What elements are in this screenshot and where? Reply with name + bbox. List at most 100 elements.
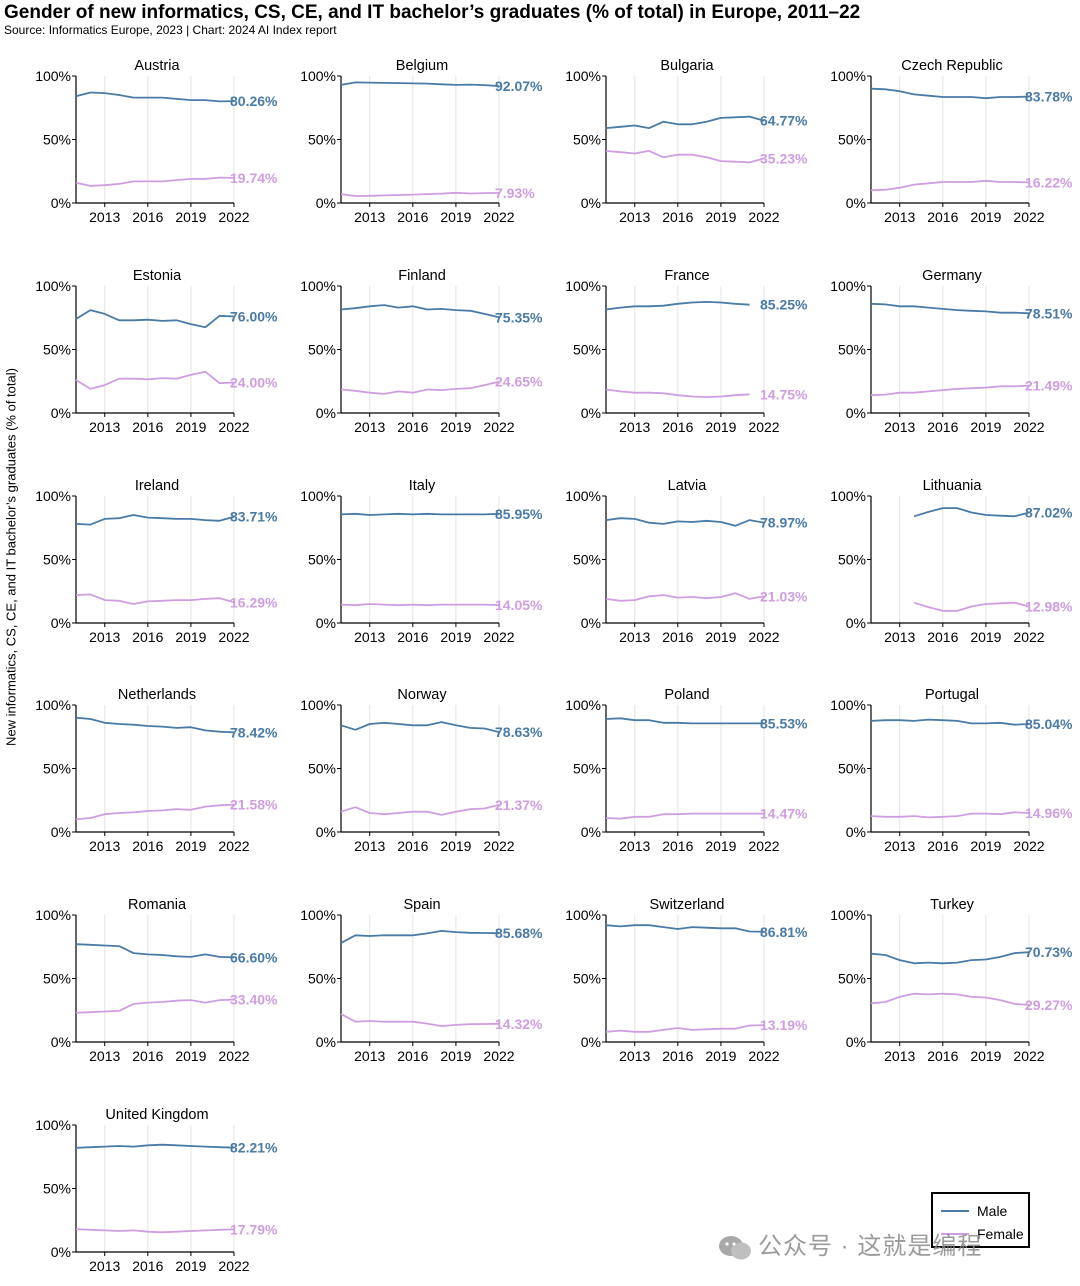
y-tick-label: 0% <box>316 824 336 840</box>
x-tick-label: 2013 <box>884 838 915 854</box>
x-tick-label: 2019 <box>440 629 471 645</box>
panel-title-ireland: Ireland <box>135 478 179 494</box>
x-tick-label: 2019 <box>970 419 1001 435</box>
y-tick-label: 100% <box>300 907 336 923</box>
panel-title-france: France <box>664 268 709 284</box>
x-tick-label: 2013 <box>619 629 650 645</box>
x-tick-label: 2013 <box>89 209 120 225</box>
end-label-female: 14.32% <box>495 1016 543 1032</box>
x-tick-label: 2013 <box>619 419 650 435</box>
y-tick-label: 100% <box>830 278 866 294</box>
end-label-male: 85.04% <box>1025 716 1073 732</box>
y-tick-label: 0% <box>316 615 336 631</box>
x-tick-label: 2019 <box>970 629 1001 645</box>
series-line-female <box>605 592 765 602</box>
panel-title-austria: Austria <box>134 58 180 74</box>
x-tick-label: 2022 <box>748 209 779 225</box>
x-tick-label: 2013 <box>884 419 915 435</box>
series-line-male <box>913 507 1030 518</box>
x-tick-label: 2022 <box>1013 629 1044 645</box>
legend-label-female: Female <box>977 1226 1024 1242</box>
y-tick-label: 0% <box>846 824 866 840</box>
legend-swatch-male <box>941 1210 969 1212</box>
y-tick-label: 0% <box>51 195 71 211</box>
y-tick-label: 50% <box>308 552 336 568</box>
y-tick-label: 100% <box>300 697 336 713</box>
x-tick-label: 2019 <box>175 838 206 854</box>
y-tick-label: 0% <box>51 405 71 421</box>
series-line-male <box>340 304 500 319</box>
end-label-female: 29.27% <box>1025 997 1073 1013</box>
end-label-male: 75.35% <box>495 309 543 325</box>
end-label-female: 12.98% <box>1025 599 1073 615</box>
end-label-male: 82.21% <box>230 1140 278 1156</box>
y-tick-label: 0% <box>581 824 601 840</box>
x-tick-label: 2022 <box>748 419 779 435</box>
x-tick-label: 2022 <box>218 1048 249 1064</box>
panel-title-italy: Italy <box>409 478 436 494</box>
x-tick-label: 2013 <box>89 1048 120 1064</box>
end-label-male: 78.63% <box>495 724 543 740</box>
series-line-female <box>75 593 235 605</box>
y-tick-label: 0% <box>316 195 336 211</box>
x-tick-label: 2022 <box>1013 1048 1044 1064</box>
x-tick-label: 2013 <box>619 209 650 225</box>
end-label-male: 78.42% <box>230 724 278 740</box>
panel-turkey: 0% 50% 100% 2013 2016 2019 2022 Turkey 70.73% 29.… <box>830 897 1073 1064</box>
y-tick-label: 100% <box>35 278 71 294</box>
y-tick-label: 50% <box>43 342 71 358</box>
y-tick-label: 100% <box>830 697 866 713</box>
series-line-male <box>75 716 235 734</box>
x-tick-label: 2016 <box>927 629 958 645</box>
y-tick-label: 0% <box>846 1034 866 1050</box>
end-label-female: 21.58% <box>230 797 278 813</box>
y-tick-label: 50% <box>838 761 866 777</box>
x-tick-label: 2019 <box>440 838 471 854</box>
y-tick-label: 0% <box>846 615 866 631</box>
x-tick-label: 2013 <box>354 629 385 645</box>
series-line-male <box>870 718 1030 726</box>
x-tick-label: 2013 <box>354 419 385 435</box>
x-tick-label: 2016 <box>132 838 163 854</box>
chat-bubble-icon <box>719 1235 751 1260</box>
y-tick-label: 50% <box>573 971 601 987</box>
end-label-female: 16.22% <box>1025 174 1073 190</box>
panel-norway: 0% 50% 100% 2013 2016 2019 2022 Norway 78.63% 21.… <box>300 687 543 854</box>
series-line-female <box>605 388 750 398</box>
y-tick-label: 100% <box>565 68 601 84</box>
y-tick-label: 50% <box>43 971 71 987</box>
y-tick-label: 50% <box>573 342 601 358</box>
y-tick-label: 100% <box>565 278 601 294</box>
x-tick-label: 2016 <box>132 1048 163 1064</box>
end-label-male: 86.81% <box>760 924 808 940</box>
end-label-male: 80.26% <box>230 93 278 109</box>
x-tick-label: 2019 <box>970 1048 1001 1064</box>
series-line-male <box>870 87 1030 100</box>
end-label-male: 92.07% <box>495 78 543 94</box>
series-line-male <box>340 512 500 516</box>
x-tick-label: 2019 <box>440 419 471 435</box>
x-tick-label: 2022 <box>218 838 249 854</box>
series-line-female <box>340 603 500 607</box>
y-tick-label: 50% <box>43 761 71 777</box>
series-line-female <box>870 384 1030 397</box>
y-tick-label: 50% <box>573 761 601 777</box>
panel-lithuania: 0% 50% 100% 2013 2016 2019 2022 Lithuania 87.02%… <box>830 478 1073 645</box>
y-tick-label: 50% <box>838 971 866 987</box>
x-tick-label: 2013 <box>619 838 650 854</box>
y-tick-label: 100% <box>300 68 336 84</box>
panel-portugal: 0% 50% 100% 2013 2016 2019 2022 Portugal 85.04% 1… <box>830 687 1073 854</box>
end-label-female: 13.19% <box>760 1017 808 1033</box>
x-tick-label: 2013 <box>619 1048 650 1064</box>
series-line-female <box>870 992 1030 1006</box>
x-tick-label: 2019 <box>705 838 736 854</box>
y-tick-label: 0% <box>581 405 601 421</box>
x-tick-label: 2016 <box>397 1048 428 1064</box>
panel-title-germany: Germany <box>922 268 982 284</box>
y-tick-label: 100% <box>300 488 336 504</box>
y-tick-label: 100% <box>565 488 601 504</box>
x-tick-label: 2022 <box>218 419 249 435</box>
x-tick-label: 2022 <box>218 629 249 645</box>
end-label-male: 85.25% <box>760 297 808 313</box>
end-label-female: 35.23% <box>760 150 808 166</box>
